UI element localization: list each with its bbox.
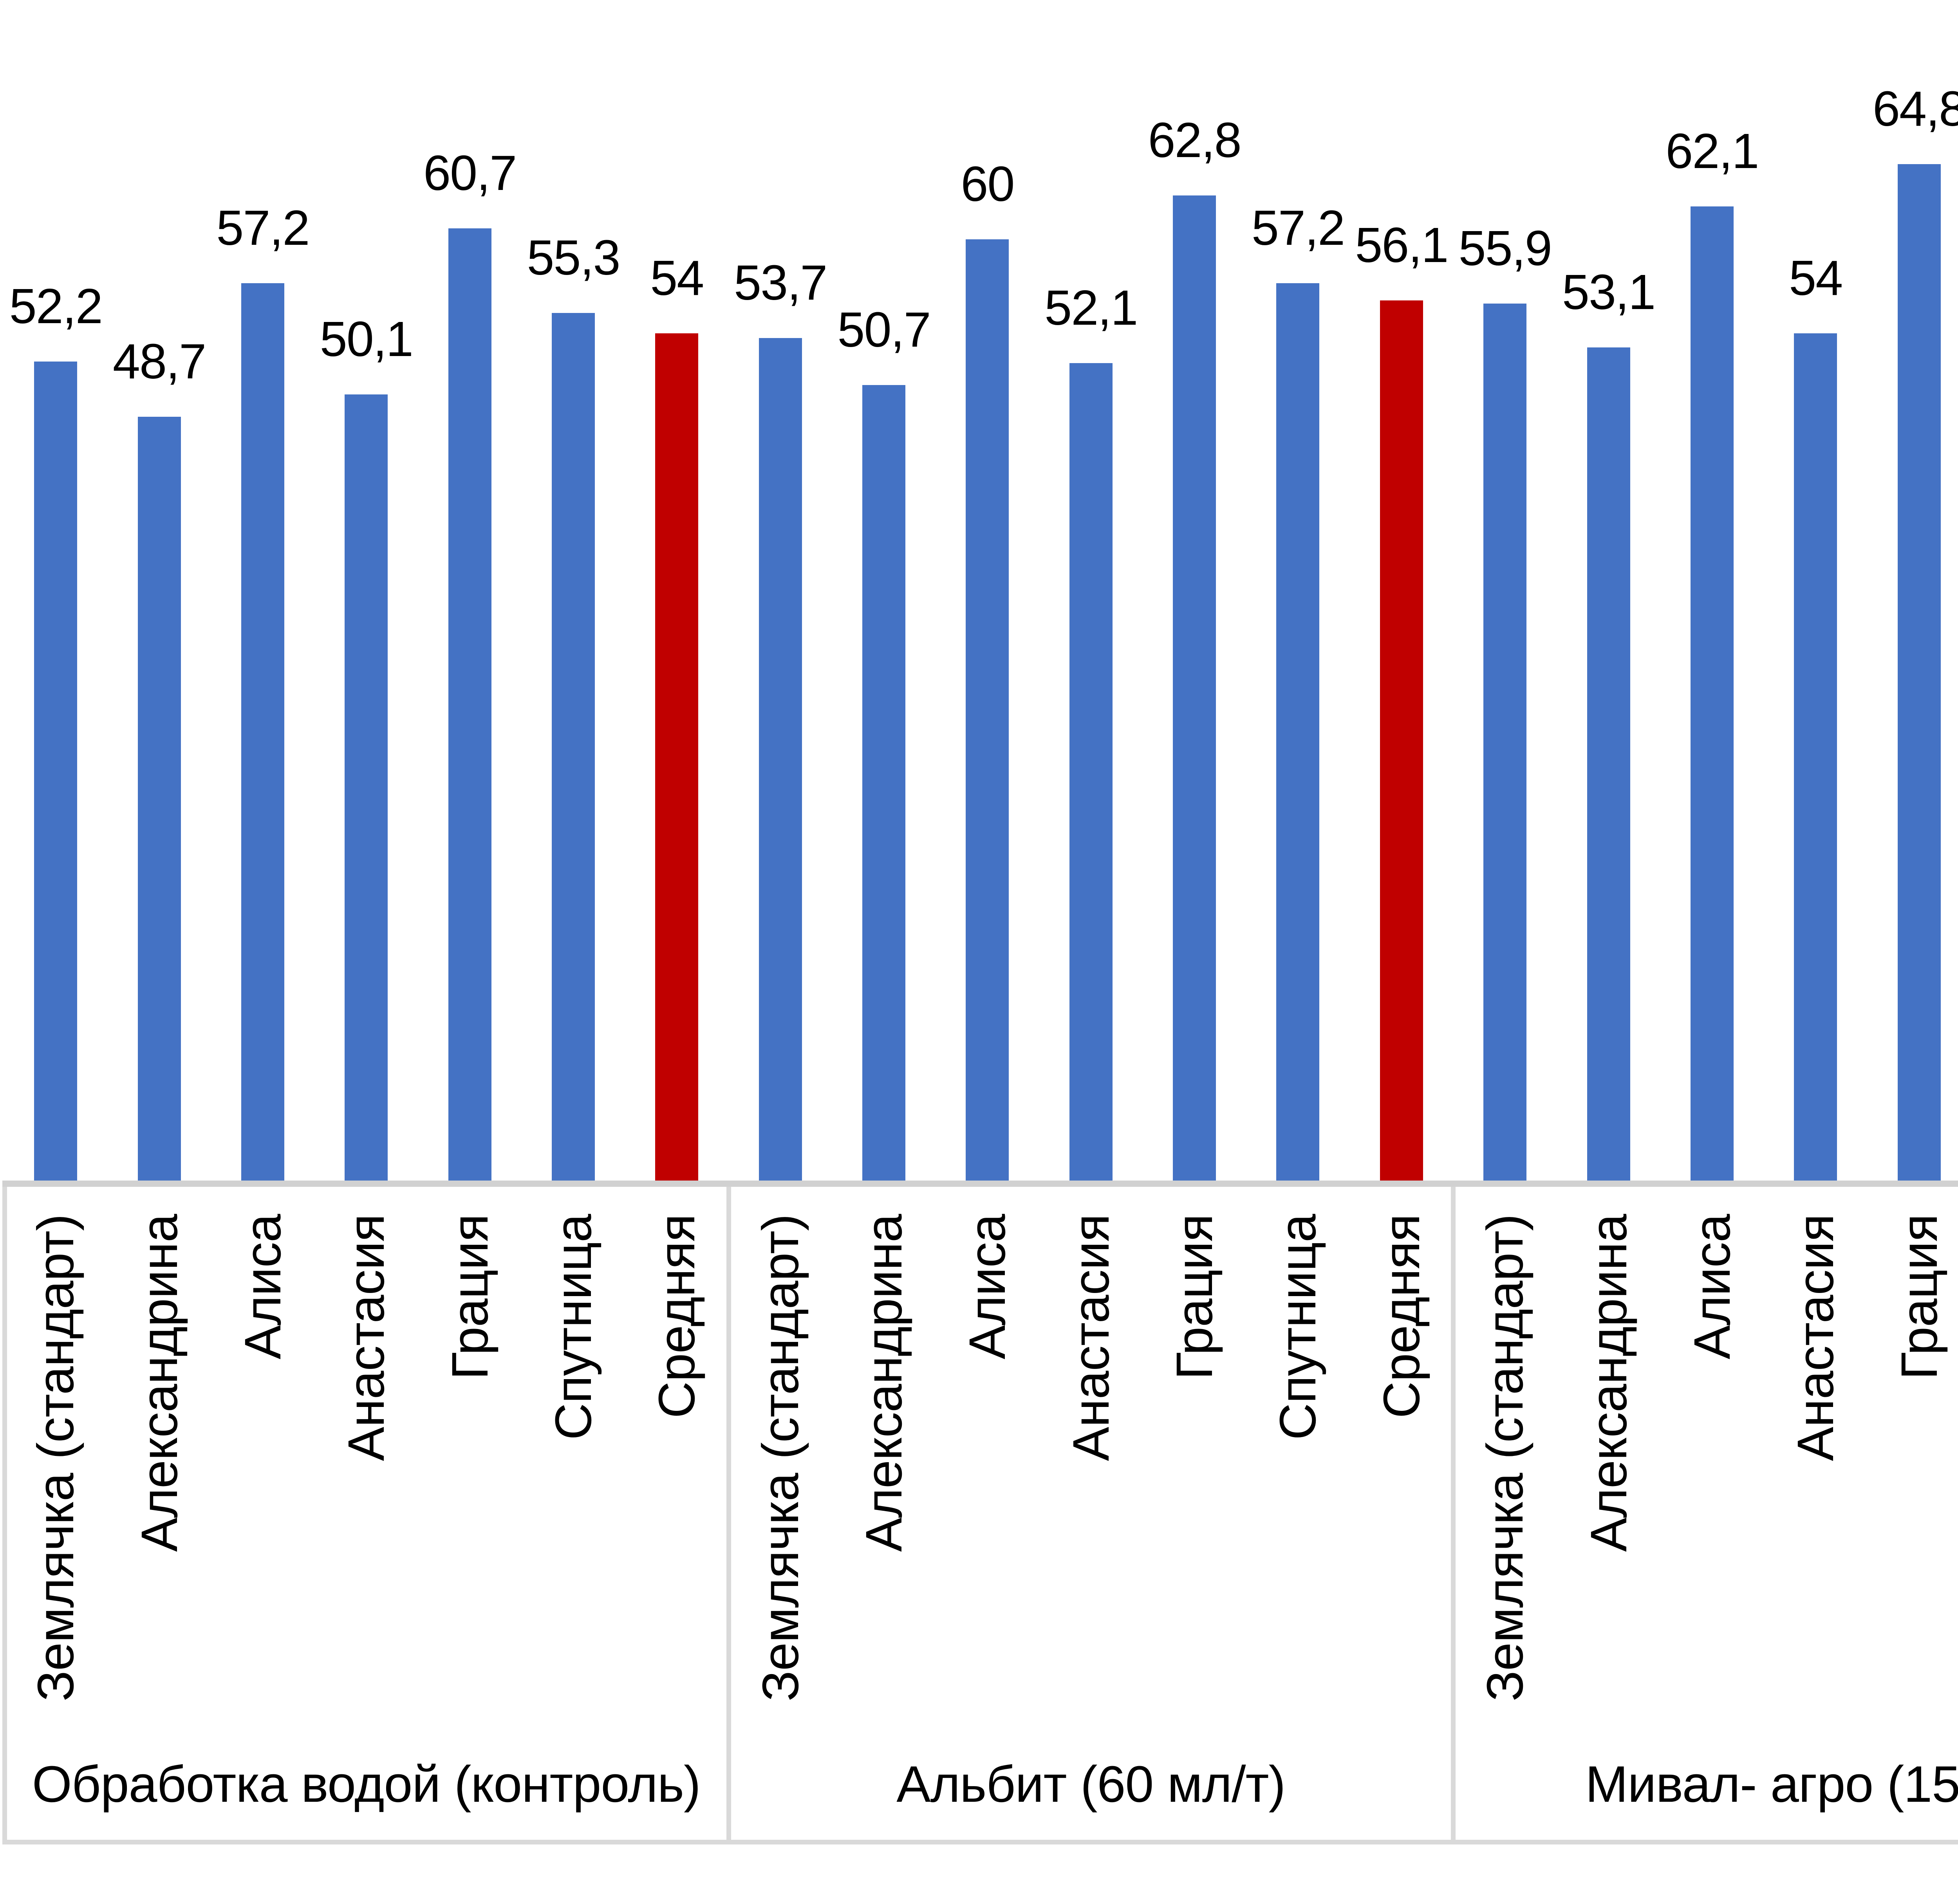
axis-table-left-border [2, 1187, 7, 1844]
data-label: 57,2 [216, 200, 310, 255]
category-axis-label: Средняя [648, 1214, 706, 1419]
category-axis-label: Землячка (стандарт) [751, 1214, 809, 1701]
category-axis-label: Грация [1890, 1214, 1948, 1380]
category-axis-label: Алиса [233, 1214, 291, 1360]
category-axis-label: Средняя [1372, 1214, 1430, 1419]
bar [759, 338, 802, 1181]
data-label: 54 [650, 250, 704, 306]
axis-table-bottom-border [2, 1840, 1958, 1844]
bar [1690, 206, 1734, 1181]
bar [1483, 304, 1527, 1181]
data-label: 50,7 [837, 302, 931, 357]
category-axis-label: Алиса [1683, 1214, 1741, 1360]
bar [34, 362, 78, 1181]
category-axis-label: Грация [1165, 1214, 1223, 1380]
data-label: 52,1 [1044, 280, 1138, 335]
group-axis-label: Обработка водой (контроль) [32, 1755, 701, 1813]
data-label: 54 [1789, 250, 1843, 306]
bar [137, 417, 181, 1181]
bar [241, 283, 284, 1181]
bar [1794, 333, 1837, 1181]
group-divider-line [1451, 1187, 1456, 1840]
category-axis-label: Александрина [130, 1214, 188, 1552]
category-axis-label: Спутница [544, 1214, 602, 1440]
data-label: 62,8 [1148, 112, 1241, 168]
data-label: 53,1 [1562, 264, 1656, 320]
data-label: 55,9 [1458, 221, 1552, 276]
category-axis-label: Анастасия [1062, 1214, 1120, 1461]
data-label: 59,1 [1886, 173, 1958, 223]
bar [1069, 363, 1113, 1181]
group-axis-label: Альбит (60 мл/т) [896, 1755, 1286, 1813]
bar [966, 239, 1009, 1181]
bar [345, 394, 388, 1181]
data-label: 60 [961, 156, 1015, 212]
category-axis-label: Землячка (стандарт) [27, 1214, 85, 1701]
group-axis-label: Мивал- агро (15 г/т) [1585, 1755, 1958, 1813]
bar [1897, 164, 1941, 1181]
x-axis-line [2, 1181, 1958, 1187]
bar [1276, 283, 1320, 1181]
bar [448, 228, 491, 1181]
category-axis-label: Грация [441, 1214, 499, 1380]
data-label: 48,7 [112, 334, 206, 389]
data-label: 62,1 [1665, 123, 1759, 179]
category-axis-label: Александрина [855, 1214, 913, 1552]
group-divider-line [726, 1187, 731, 1840]
category-axis-label: Спутница [1269, 1214, 1327, 1440]
bar [1173, 195, 1216, 1181]
category-axis-label: Алиса [958, 1214, 1016, 1360]
data-label: 57,2 [1251, 200, 1345, 255]
average-bar [655, 333, 699, 1181]
bar [862, 385, 906, 1181]
average-bar [1380, 300, 1423, 1181]
category-axis-label: Александрина [1579, 1214, 1637, 1552]
data-label: 52,2 [9, 278, 103, 334]
data-label: 53,7 [734, 255, 827, 310]
data-label: 50,1 [320, 311, 414, 367]
data-label: 56,1 [1355, 217, 1449, 273]
data-label: 55,3 [527, 230, 620, 285]
bar [551, 313, 595, 1181]
data-label: 64,8 [1872, 81, 1958, 136]
bar [1587, 347, 1630, 1181]
category-axis-label: Анастасия [337, 1214, 395, 1461]
category-axis-label: Анастасия [1786, 1214, 1844, 1461]
category-axis-label: Землячка (стандарт) [1476, 1214, 1534, 1701]
data-label: 60,7 [423, 145, 517, 201]
